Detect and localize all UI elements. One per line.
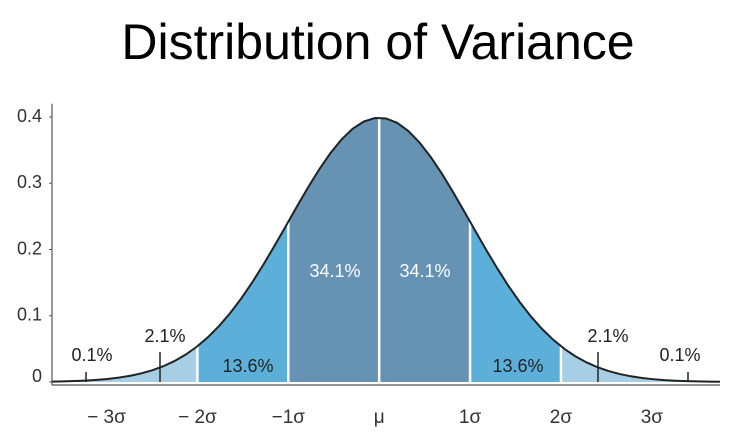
y-tick-label: 0.3 bbox=[17, 172, 42, 192]
x-tick-label: 2σ bbox=[550, 407, 573, 428]
value-label: 2.1% bbox=[587, 326, 628, 346]
x-tick-label: − 3σ bbox=[87, 407, 126, 428]
value-label: 13.6% bbox=[492, 356, 543, 376]
value-label: 34.1% bbox=[399, 261, 450, 281]
region bbox=[52, 379, 107, 382]
x-tick-label: −1σ bbox=[272, 407, 306, 428]
chart-title: Distribution of Variance bbox=[121, 14, 634, 70]
x-tick-label: μ bbox=[374, 407, 385, 428]
x-tick-label: 1σ bbox=[459, 407, 482, 428]
y-tick-label: 0.1 bbox=[17, 305, 42, 325]
region bbox=[560, 346, 652, 382]
x-tick-label: 3σ bbox=[641, 407, 664, 428]
y-tick-label: 0 bbox=[32, 366, 42, 386]
y-tick-label: 0.4 bbox=[17, 106, 42, 126]
region bbox=[106, 346, 198, 382]
y-tick-label: 0.2 bbox=[17, 238, 42, 258]
x-tick-label: − 2σ bbox=[178, 407, 217, 428]
region bbox=[288, 117, 380, 382]
value-label: 0.1% bbox=[71, 345, 112, 365]
value-label: 0.1% bbox=[659, 345, 700, 365]
value-label: 13.6% bbox=[222, 356, 273, 376]
region bbox=[379, 117, 471, 382]
curve bbox=[51, 116, 721, 383]
value-label: 2.1% bbox=[144, 326, 185, 346]
value-label: 34.1% bbox=[309, 261, 360, 281]
